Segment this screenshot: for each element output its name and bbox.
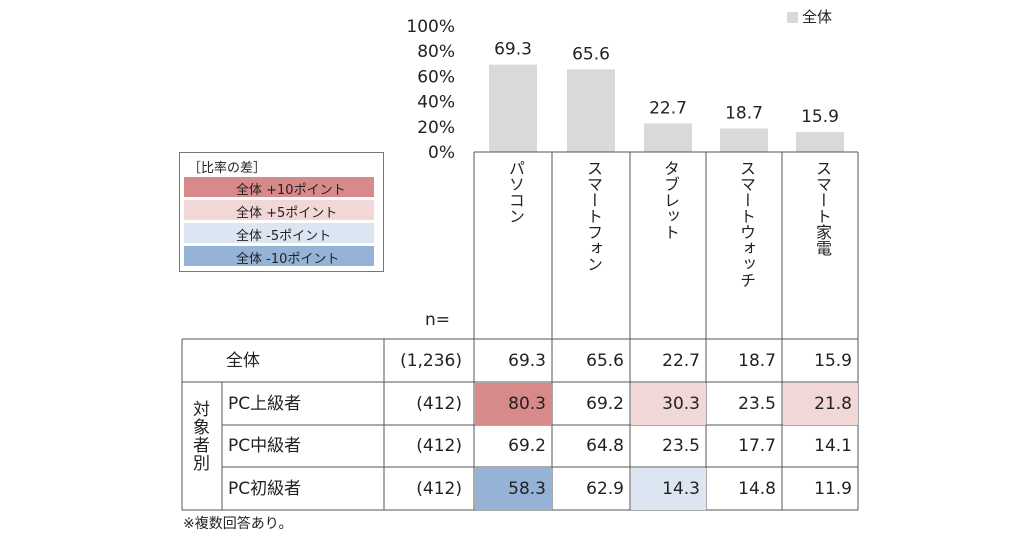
- table-cell: 15.9: [814, 351, 852, 371]
- category-label-5: スマート家電: [813, 160, 832, 256]
- table-cell: 14.1: [814, 436, 852, 456]
- table-cell: 30.3: [631, 383, 706, 425]
- table-cell: 69.2: [586, 394, 624, 414]
- difference-legend: ［比率の差］ 全体 +10ポイント 全体 +5ポイント 全体 -5ポイント 全体 -1…: [179, 152, 384, 272]
- difference-legend-item: 全体 -5ポイント: [184, 223, 374, 244]
- row-label: PC上級者: [228, 394, 302, 414]
- row-label: 全体: [226, 351, 260, 371]
- difference-legend-item: 全体 +10ポイント: [184, 177, 374, 198]
- y-axis-ticks: 100% 80% 60% 40% 20% 0%: [406, 17, 455, 163]
- y-tick-label: 20%: [417, 118, 455, 138]
- y-tick-label: 60%: [417, 67, 455, 87]
- table-cell: 14.3: [631, 468, 706, 510]
- category-label-3: タブレット: [661, 160, 680, 240]
- table-grid: [181, 151, 859, 511]
- table-cell: 18.7: [738, 351, 776, 371]
- group-label: 対象者別: [189, 400, 209, 472]
- y-tick-label: 80%: [417, 42, 455, 62]
- bar-3: [644, 123, 692, 152]
- series-legend: 全体: [787, 6, 832, 27]
- row-n-value: (412): [416, 479, 462, 499]
- bar-value-label-4: 18.7: [725, 103, 763, 123]
- table-cell: 11.9: [814, 479, 852, 499]
- series-legend-swatch: [787, 12, 798, 23]
- difference-legend-label: 全体 +10ポイント: [236, 183, 346, 198]
- difference-legend-swatch: [184, 223, 374, 243]
- bar-4: [720, 128, 768, 152]
- bar-5: [796, 131, 844, 152]
- table-cell: 17.7: [738, 436, 776, 456]
- table-cell: 69.3: [508, 351, 546, 371]
- bar-value-label-5: 15.9: [801, 107, 839, 127]
- table-cell: 23.5: [662, 436, 700, 456]
- bar-value-label-3: 22.7: [649, 98, 687, 118]
- difference-legend-label: 全体 -10ポイント: [236, 252, 340, 267]
- difference-legend-title: ［比率の差］: [188, 161, 267, 176]
- difference-legend-item: 全体 -10ポイント: [184, 246, 374, 267]
- series-legend-label: 全体: [802, 8, 833, 26]
- table-cell: 80.3: [475, 383, 552, 425]
- difference-legend-label: 全体 +5ポイント: [236, 206, 338, 221]
- category-label-4: スマートウォッチ: [737, 160, 756, 288]
- difference-legend-swatch: [184, 246, 374, 266]
- bar-1: [489, 64, 537, 152]
- difference-legend-item: 全体 +5ポイント: [184, 200, 374, 221]
- difference-legend-swatch: [184, 177, 374, 197]
- table-cell: 58.3: [475, 468, 552, 510]
- y-tick-label: 100%: [406, 17, 455, 37]
- category-label-1: パソコン: [506, 160, 525, 224]
- table-cell: 21.8: [783, 383, 858, 425]
- table-cell: 14.8: [738, 479, 776, 499]
- n-header: n=: [424, 310, 450, 330]
- table-cell: 62.9: [586, 479, 624, 499]
- row-n-value: (1,236): [400, 351, 462, 371]
- bar-series: 69.3 65.6 22.7 18.7 15.9: [489, 40, 844, 152]
- row-label: PC中級者: [228, 436, 302, 456]
- difference-legend-label: 全体 -5ポイント: [236, 229, 332, 244]
- table-cell: 22.7: [662, 351, 700, 371]
- category-label-2: スマートフォン: [584, 160, 603, 272]
- table-cell: 64.8: [586, 436, 624, 456]
- bar-2: [567, 69, 615, 152]
- y-tick-label: 40%: [417, 93, 455, 113]
- footnote: ※複数回答あり。: [183, 516, 293, 532]
- row-n-value: (412): [416, 394, 462, 414]
- y-tick-label: 0%: [428, 143, 455, 163]
- difference-legend-swatch: [184, 200, 374, 220]
- table-cell: 69.2: [508, 436, 546, 456]
- row-n-value: (412): [416, 436, 462, 456]
- bar-value-label-2: 65.6: [572, 44, 610, 64]
- bar-value-label-1: 69.3: [494, 40, 532, 60]
- table-cell: 23.5: [738, 394, 776, 414]
- table-cell: 65.6: [586, 351, 624, 371]
- row-label: PC初級者: [228, 479, 302, 499]
